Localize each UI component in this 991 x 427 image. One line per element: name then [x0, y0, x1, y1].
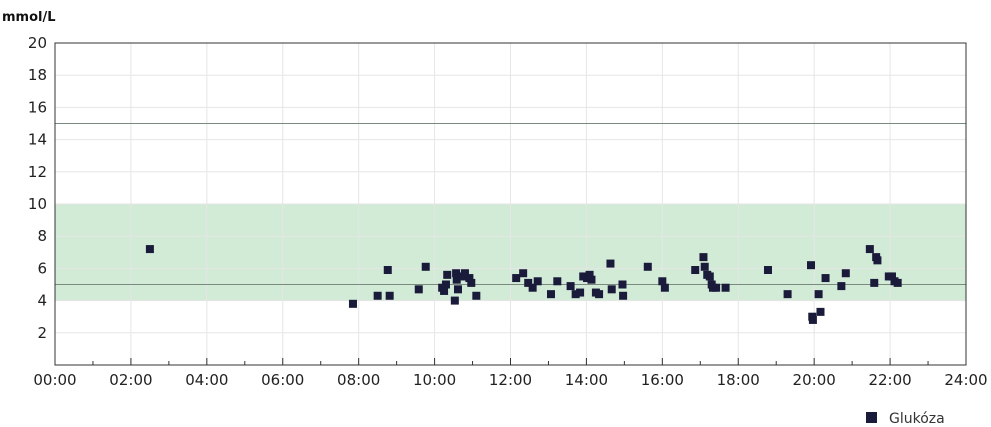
x-tick-label: 22:00 — [868, 371, 911, 389]
data-point — [453, 285, 462, 294]
data-point — [721, 283, 730, 292]
y-tick-label: 18 — [28, 66, 47, 84]
data-point — [595, 290, 604, 299]
data-point — [421, 262, 430, 271]
data-point — [587, 275, 596, 284]
data-point — [619, 291, 628, 300]
data-point — [524, 278, 533, 287]
data-point — [606, 259, 615, 268]
data-point — [814, 290, 823, 299]
legend: Glukóza — [866, 411, 945, 427]
data-point — [443, 270, 452, 279]
y-tick-label: 14 — [28, 131, 47, 149]
x-tick-label: 16:00 — [641, 371, 684, 389]
data-point — [841, 269, 850, 278]
data-point — [816, 307, 825, 316]
y-tick-label: 16 — [28, 98, 47, 116]
legend-marker-glukoza — [866, 412, 877, 423]
x-tick-label: 24:00 — [944, 371, 987, 389]
data-point — [414, 285, 423, 294]
data-point — [576, 288, 585, 297]
data-point — [512, 274, 521, 283]
data-point — [145, 245, 154, 254]
x-tick-label: 10:00 — [413, 371, 456, 389]
data-point — [821, 274, 830, 283]
y-tick-label: 20 — [28, 34, 47, 52]
x-tick-label: 18:00 — [717, 371, 760, 389]
data-point — [699, 253, 708, 262]
data-point — [660, 283, 669, 292]
data-point — [373, 291, 382, 300]
data-point — [528, 283, 537, 292]
data-point — [465, 274, 474, 283]
data-point — [467, 278, 476, 287]
data-point — [383, 266, 392, 275]
data-point — [553, 277, 562, 286]
data-point — [452, 275, 461, 284]
data-point — [837, 282, 846, 291]
x-tick-label: 12:00 — [489, 371, 532, 389]
x-tick-label: 00:00 — [33, 371, 76, 389]
data-point — [546, 290, 555, 299]
data-point — [585, 270, 594, 279]
data-point — [452, 269, 461, 278]
data-point — [643, 262, 652, 271]
data-point — [348, 299, 357, 308]
x-tick-label: 08:00 — [337, 371, 380, 389]
x-tick-label: 04:00 — [185, 371, 228, 389]
y-tick-label: 4 — [37, 292, 47, 310]
data-point — [691, 266, 700, 275]
data-point — [700, 262, 709, 271]
data-point — [870, 278, 879, 287]
data-point — [807, 261, 816, 270]
data-point — [873, 256, 882, 265]
y-tick-label: 8 — [37, 227, 47, 245]
y-axis-unit-label: mmol/L — [2, 10, 56, 25]
x-tick-label: 14:00 — [565, 371, 608, 389]
data-point — [472, 291, 481, 300]
plot-area: 2 4 6 8 10 12 14 16 18 20 00:00 02:00 04:00 06:00 08:0… — [28, 34, 988, 389]
data-point — [385, 291, 394, 300]
data-point — [712, 283, 721, 292]
x-tick-label: 20:00 — [793, 371, 836, 389]
data-point — [460, 269, 469, 278]
data-point — [519, 269, 528, 278]
legend-label-glukoza: Glukóza — [889, 411, 945, 427]
x-tick-label: 02:00 — [109, 371, 152, 389]
data-point — [441, 280, 450, 289]
data-point — [450, 296, 459, 305]
x-tick-label: 06:00 — [261, 371, 304, 389]
y-tick-label: 6 — [37, 259, 47, 277]
data-point — [887, 272, 896, 281]
data-point — [808, 315, 817, 324]
y-tick-label: 10 — [28, 195, 47, 213]
data-point — [893, 278, 902, 287]
data-point — [533, 277, 542, 286]
data-point — [440, 286, 449, 295]
data-point — [865, 245, 874, 254]
data-point — [763, 266, 772, 275]
data-point — [571, 290, 580, 299]
y-tick-label: 2 — [37, 324, 47, 342]
y-tick-label: 12 — [28, 163, 47, 181]
data-point — [566, 282, 575, 291]
data-point — [618, 280, 627, 289]
data-point — [705, 272, 714, 281]
data-point — [658, 277, 667, 286]
data-point — [607, 285, 616, 294]
data-point — [783, 290, 792, 299]
